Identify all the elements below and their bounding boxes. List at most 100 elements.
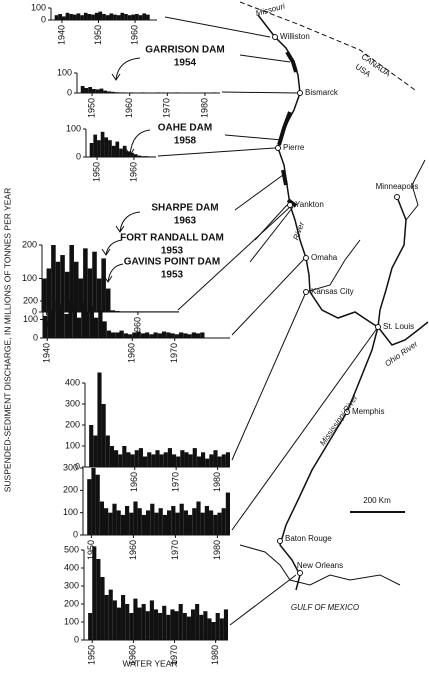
bar [138, 15, 143, 20]
bar [133, 598, 138, 640]
bar [104, 508, 109, 535]
bar [110, 91, 115, 93]
bar [120, 514, 125, 535]
bar [203, 611, 208, 640]
bar [100, 131, 105, 157]
dam-pointer [234, 174, 284, 211]
dam-name: OAHE DAM [158, 123, 212, 134]
bar [119, 330, 124, 338]
bar [125, 604, 130, 640]
bar [196, 501, 201, 535]
bar [175, 512, 180, 535]
bar [190, 609, 196, 640]
bar [128, 311, 134, 312]
bar [150, 503, 155, 535]
bar [131, 14, 136, 20]
bar [149, 334, 154, 338]
bar [114, 92, 119, 93]
dam-arrow [103, 263, 124, 283]
bar [47, 310, 52, 338]
dam-year: 1953 [161, 270, 184, 281]
bar [192, 508, 197, 535]
bar [108, 512, 113, 535]
y-tick-label: 100 [57, 67, 72, 77]
dam-pointer [224, 134, 283, 141]
bar [129, 92, 134, 93]
x-tick-label: 1970 [169, 645, 179, 665]
x-tick-label: 1980 [212, 540, 222, 560]
bar [69, 245, 74, 312]
bar [42, 278, 47, 312]
bar [116, 15, 121, 20]
y-tick-label: 0 [74, 634, 79, 644]
bar [119, 148, 123, 157]
bar [145, 611, 150, 640]
bar [156, 92, 160, 93]
bar [225, 452, 230, 467]
bar [97, 372, 102, 467]
bar [162, 605, 167, 640]
bar [196, 333, 201, 338]
bar [130, 454, 135, 467]
bar [60, 255, 65, 312]
bar [171, 505, 176, 535]
bar [94, 12, 99, 20]
city-label: Baton Rouge [285, 534, 332, 543]
bar [109, 446, 114, 467]
bar [116, 510, 121, 535]
dam-reservoir [285, 50, 298, 73]
bar [95, 89, 100, 93]
bar [122, 446, 127, 467]
bar [76, 13, 81, 20]
connector [164, 16, 271, 38]
bar [145, 332, 150, 338]
bar [105, 288, 111, 312]
city-label: New Orleans [297, 561, 343, 570]
y-tick-label: 300 [63, 462, 78, 472]
bar [212, 92, 217, 93]
bar [80, 15, 84, 20]
bar [102, 321, 107, 338]
bar [158, 613, 163, 640]
y-tick-label: 100 [22, 273, 37, 283]
bar [101, 258, 106, 312]
dam-pointer [249, 206, 294, 263]
x-tick-label: 1960 [128, 540, 138, 560]
mississippi-river [279, 196, 407, 591]
city-marker [375, 324, 381, 330]
coastline [239, 544, 401, 586]
bar [100, 577, 105, 640]
bar [77, 317, 82, 338]
bar [184, 452, 189, 467]
bar [98, 11, 103, 20]
bar [96, 278, 102, 312]
dam-name: GAVINS POINT DAM [124, 257, 220, 268]
y-tick-label: 100 [31, 2, 46, 12]
bar [110, 310, 116, 312]
bar [93, 134, 98, 157]
sea-label: GULF OF MEXICO [291, 603, 359, 612]
y-tick-label: 100 [63, 507, 78, 517]
x-tick-label: 1960 [129, 472, 139, 492]
bar [174, 311, 179, 312]
bar [146, 510, 151, 535]
connector [221, 91, 298, 94]
bar [108, 140, 112, 157]
bar [156, 311, 161, 312]
bar [80, 86, 85, 93]
bar [89, 425, 94, 467]
bar [135, 14, 139, 20]
city-label: St. Louis [383, 322, 414, 331]
bar [121, 595, 126, 640]
bar [112, 600, 117, 640]
bar [188, 454, 193, 467]
y-tick-label: 500 [64, 544, 79, 554]
bar [178, 604, 183, 640]
bar [158, 508, 163, 535]
bar [119, 311, 125, 312]
y-tick-label: 300 [64, 580, 79, 590]
bar [207, 618, 212, 640]
bar [201, 452, 206, 467]
bar [84, 88, 89, 93]
x-tick-label: 1960 [127, 343, 137, 363]
